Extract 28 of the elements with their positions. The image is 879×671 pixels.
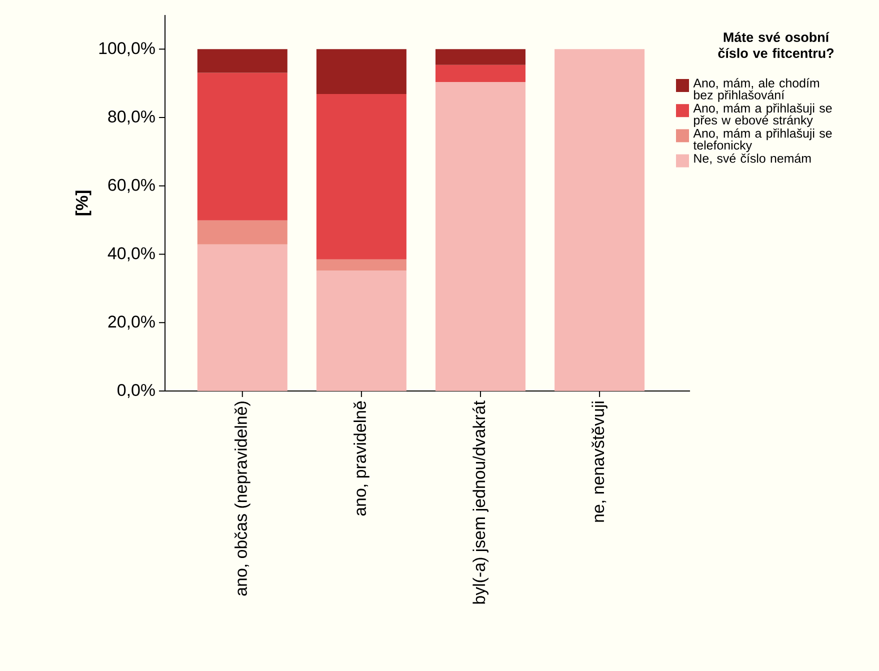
x-tick-label: byl(-a) jsem jednou/dvakrát: [472, 400, 488, 604]
y-axis-title: [%]: [75, 190, 92, 216]
legend-label: Ano, mám a přihlašuji se přes w ebové stránky: [693, 103, 832, 127]
x-tick-label: ne, nenavštěvuji: [592, 402, 608, 522]
bar: [435, 64, 526, 82]
y-tick-label: 80,0%: [108, 110, 155, 125]
y-tick-label: 60,0%: [108, 178, 155, 193]
y-tick-label: 100,0%: [99, 42, 155, 56]
x-tick-label: ano, pravidelně: [354, 401, 370, 516]
bar: [197, 244, 288, 391]
bar: [316, 94, 406, 260]
bar: [316, 259, 406, 271]
bar: [554, 49, 645, 391]
bar: [197, 49, 288, 73]
legend-label: Ne, své číslo nemám: [694, 154, 811, 164]
legend-label: Ano, mám a přihlašuji se telefonicky: [693, 128, 832, 152]
legend-title: Máte své osobní číslo ve fitcentru?: [718, 32, 834, 58]
y-tick-label: 20,0%: [108, 316, 155, 330]
bar: [435, 82, 526, 391]
y-tick-label: 40,0%: [108, 247, 155, 262]
bar: [435, 49, 526, 65]
bar: [197, 220, 288, 244]
x-tick-label: ano, občas (nepravidelně): [234, 402, 250, 596]
bar: [316, 270, 406, 391]
bar: [197, 72, 288, 220]
y-tick-label: 0,0%: [118, 384, 155, 398]
bar: [316, 49, 406, 94]
legend-label: Ano, mám, ale chodím bez přihlašování: [693, 78, 820, 102]
